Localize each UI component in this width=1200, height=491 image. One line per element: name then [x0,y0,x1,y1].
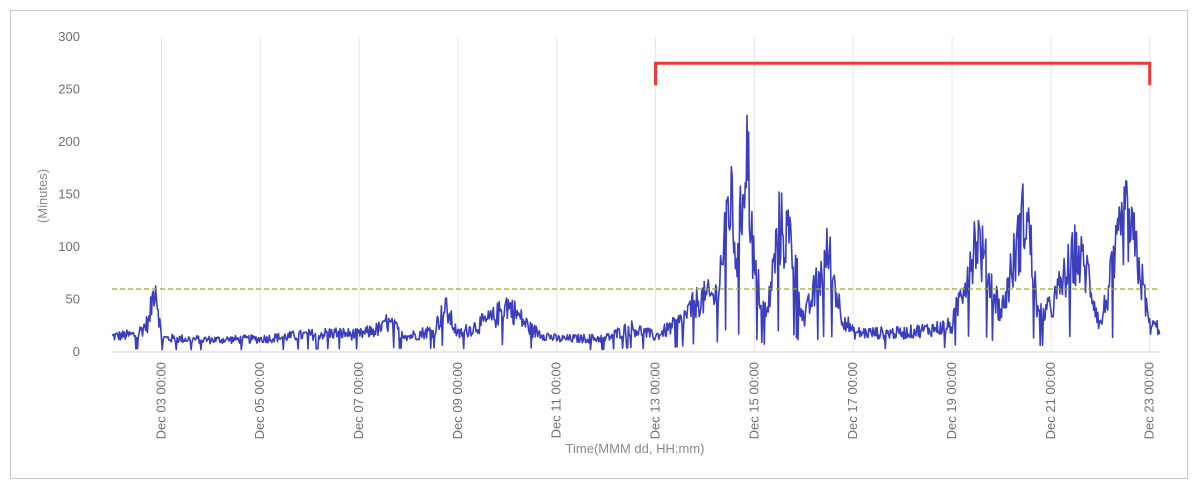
x-tick-label: Dec 13 00:00 [648,362,663,439]
grid [112,37,1160,353]
x-axis-label: Time(MMM dd, HH:mm) [566,441,705,456]
x-tick-label: Dec 05 00:00 [252,362,267,439]
x-tick-label: Dec 23 00:00 [1142,362,1157,439]
x-tick-label: Dec 17 00:00 [845,362,860,439]
series-layer [111,114,1161,351]
series-line-0 [111,114,1161,351]
y-tick-label: 200 [58,134,80,149]
y-tick-label: 100 [58,239,80,254]
y-tick-label: 50 [66,292,80,307]
x-tick-label: Dec 15 00:00 [746,362,761,439]
x-tick-label: Dec 03 00:00 [153,362,168,439]
x-tick-label: Dec 19 00:00 [944,362,959,439]
y-tick-label: 150 [58,187,80,202]
y-axis-ticks: 0 50 100 150 200 250 300 [58,29,80,359]
chart-frame [10,10,1188,479]
y-tick-label: 250 [58,82,80,97]
highlight-bracket [654,61,1152,86]
x-tick-label: Dec 07 00:00 [351,362,366,439]
y-axis-label: (Minutes) [35,169,50,223]
x-tick-label: Dec 21 00:00 [1043,362,1058,439]
x-axis-ticks: Dec 03 00:00 Dec 05 00:00 Dec 07 00:00 Dec … [153,362,1156,439]
x-tick-label: Dec 11 00:00 [549,362,564,438]
y-tick-label: 300 [58,29,80,44]
y-tick-label: 0 [73,344,80,359]
x-tick-label: Dec 09 00:00 [450,362,465,439]
highlight-layer [654,61,1152,86]
